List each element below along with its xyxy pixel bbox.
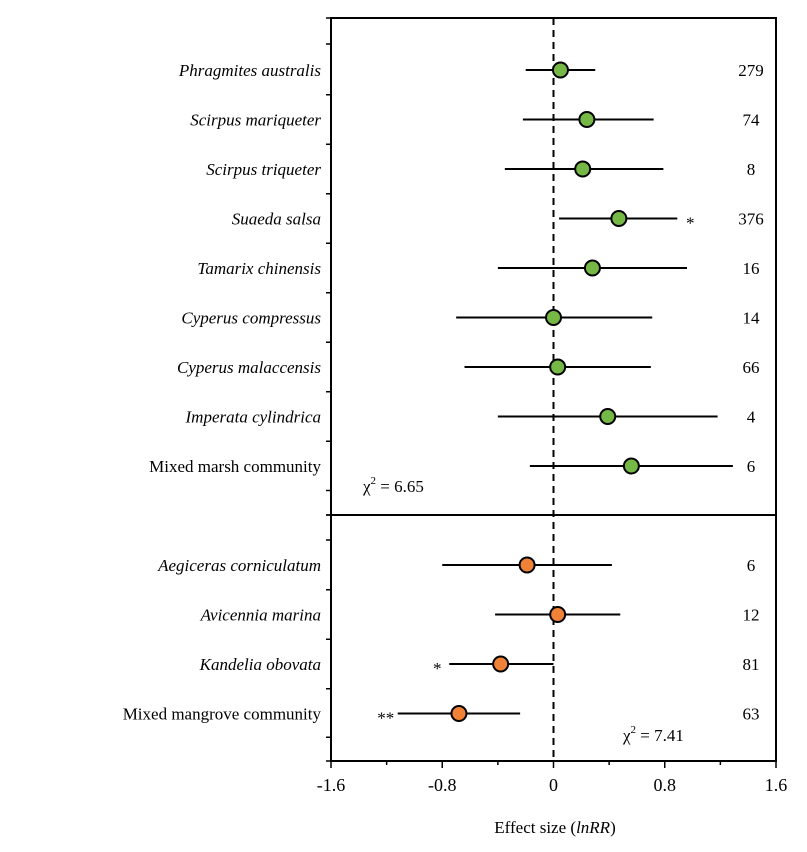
forest-row: Tamarix chinensis 16 [197, 259, 759, 278]
row-label: Phragmites australis [178, 61, 322, 80]
rows-layer: Phragmites australis 279 Scirpus mariquete… [123, 61, 764, 728]
forest-row: Phragmites australis 279 [178, 61, 764, 80]
sample-size: 376 [738, 210, 764, 229]
row-label: Tamarix chinensis [197, 259, 321, 278]
mangrove-chi-square: χ2 = 7.41 [622, 724, 684, 745]
sample-size: 14 [743, 309, 761, 328]
forest-row: Kandelia obovata * 81 [199, 655, 760, 678]
row-label: Imperata cylindrica [185, 408, 322, 427]
forest-row: Avicennia marina 12 [200, 606, 760, 625]
effect-size-point [492, 655, 510, 673]
forest-row: Cyperus compressus 14 [181, 309, 760, 328]
significance-marker: * [686, 214, 695, 233]
sample-size: 8 [747, 160, 756, 179]
effect-size-point [622, 457, 640, 475]
x-tick-label: 0.8 [654, 775, 677, 795]
row-label: Cyperus malaccensis [177, 358, 321, 377]
sample-size: 66 [743, 358, 760, 377]
effect-size-point [578, 111, 596, 128]
sample-size: 81 [743, 655, 760, 674]
sample-size: 6 [747, 556, 756, 575]
sample-size: 16 [743, 259, 760, 278]
marsh-chi-value: = 6.65 [376, 477, 424, 496]
marsh-chi-square: χ2 = 6.65 [362, 475, 424, 496]
x-tick-label: -1.6 [317, 775, 346, 795]
row-label: Scirpus mariqueter [190, 111, 321, 130]
significance-marker: * [433, 659, 442, 678]
sample-size: 6 [747, 457, 756, 476]
effect-size-point [549, 606, 567, 623]
sample-size: 4 [747, 408, 756, 427]
forest-row: Suaeda salsa * 376 [232, 210, 764, 233]
forest-row: Cyperus malaccensis 66 [177, 358, 760, 377]
row-label: Mixed marsh community [149, 457, 321, 476]
x-tick-label: 1.6 [765, 775, 788, 795]
effect-size-point [574, 160, 592, 178]
forest-row: Scirpus triqueter 8 [206, 160, 755, 179]
effect-size-point [583, 259, 601, 277]
effect-size-point [549, 358, 567, 376]
forest-row: Imperata cylindrica 4 [185, 408, 756, 427]
x-tick-label: -0.8 [428, 775, 457, 795]
row-label: Scirpus triqueter [206, 160, 321, 179]
effect-size-point [610, 210, 628, 227]
row-label: Kandelia obovata [199, 655, 321, 674]
sample-size: 12 [743, 606, 760, 625]
effect-size-point [599, 408, 617, 425]
x-axis-title-prefix: Effect size ( [494, 818, 576, 837]
forest-row: Aegiceras corniculatum 6 [157, 556, 755, 575]
row-label: Suaeda salsa [232, 210, 321, 229]
effect-size-point [551, 61, 569, 79]
x-tick-label: 0 [549, 775, 558, 795]
y-ticks [326, 17, 331, 762]
mangrove-chi-value: = 7.41 [636, 726, 684, 745]
row-label: Mixed mangrove community [123, 705, 322, 724]
x-axis: -1.6 -0.8 0 0.8 1.6 [317, 761, 788, 795]
sample-size: 74 [743, 111, 761, 130]
row-label: Aegiceras corniculatum [157, 556, 321, 575]
mangrove-chi-symbol: χ [622, 726, 631, 745]
sample-size: 63 [743, 705, 760, 724]
significance-marker: ** [377, 709, 394, 728]
x-axis-title: Effect size (lnRR) [494, 818, 615, 837]
marsh-chi-symbol: χ [362, 477, 371, 496]
effect-size-point [545, 309, 562, 326]
row-label: Cyperus compressus [181, 309, 321, 328]
forest-row: Mixed marsh community 6 [149, 457, 755, 476]
x-axis-title-italic: lnRR [576, 818, 611, 837]
effect-size-point [518, 556, 536, 574]
row-label: Avicennia marina [200, 606, 321, 625]
sample-size: 279 [738, 61, 764, 80]
marsh-chi-superscript: 2 [371, 475, 377, 487]
x-axis-title-suffix: ) [610, 818, 616, 837]
forest-row: Mixed mangrove community ** 63 [123, 705, 760, 728]
effect-size-point [450, 705, 468, 722]
forest-row: Scirpus mariqueter 74 [190, 111, 760, 130]
mangrove-chi-superscript: 2 [631, 724, 637, 736]
